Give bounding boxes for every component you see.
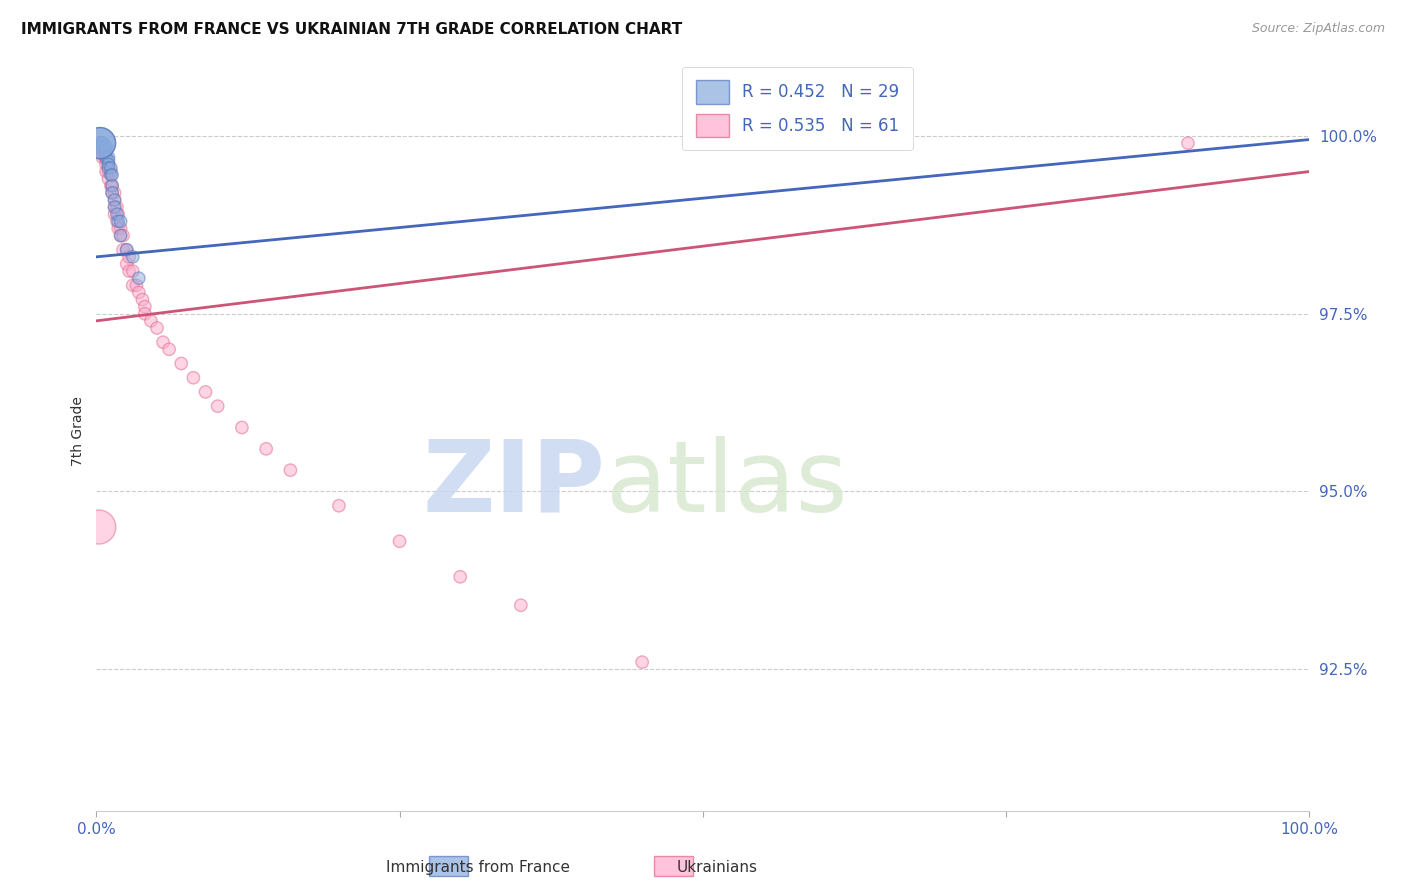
Point [87,136,110,150]
Point [107,221,129,235]
Point [100,168,122,182]
Point [94,164,117,178]
Text: Immigrants from France: Immigrants from France [387,860,569,874]
Point [101,178,124,193]
Point [105,207,128,221]
Point [110,228,132,243]
Point [89,136,111,150]
Point [105,214,128,228]
Point [110,228,132,243]
Point [97,153,120,168]
Point [89,136,111,150]
Point [103,200,125,214]
Text: Source: ZipAtlas.com: Source: ZipAtlas.com [1251,22,1385,36]
Point [103,193,125,207]
Point [101,186,124,200]
Point [91,136,114,150]
Point [94,150,117,164]
Point [91,136,114,150]
Point [97,171,120,186]
Point [101,168,124,182]
Point [103,207,125,221]
Point [110,221,132,235]
Point [280,463,302,477]
Point [94,157,117,171]
Point [91,143,114,157]
Point [110,214,132,228]
Text: ZIP: ZIP [423,436,606,533]
Point [97,157,120,171]
Point [115,257,138,271]
Point [194,384,217,399]
Point [134,307,156,321]
Point [131,293,153,307]
Point [107,214,129,228]
Point [183,370,205,384]
Point [89,136,111,150]
Point [91,143,114,157]
Point [631,655,654,669]
Legend: R = 0.452   N = 29, R = 0.535   N = 61: R = 0.452 N = 29, R = 0.535 N = 61 [682,67,912,151]
Y-axis label: 7th Grade: 7th Grade [72,396,86,466]
Point [97,150,120,164]
Point [103,186,125,200]
Point [103,193,125,207]
Text: Ukrainians: Ukrainians [676,860,758,874]
Point [91,150,114,164]
Point [157,343,180,357]
Point [94,143,117,157]
Text: IMMIGRANTS FROM FRANCE VS UKRAINIAN 7TH GRADE CORRELATION CHART: IMMIGRANTS FROM FRANCE VS UKRAINIAN 7TH … [21,22,682,37]
Point [128,285,150,300]
Point [97,157,120,171]
Point [94,150,117,164]
Point [101,178,124,193]
Point [121,278,143,293]
Point [139,314,162,328]
Point [101,186,124,200]
Point [328,499,350,513]
Point [94,150,117,164]
Point [388,534,411,549]
Point [107,207,129,221]
Point [105,200,128,214]
Point [100,178,122,193]
Point [121,264,143,278]
Point [112,243,135,257]
Point [91,136,114,150]
Point [87,520,110,534]
Point [449,570,471,584]
Point [254,442,277,456]
Point [97,164,120,178]
Point [231,420,253,434]
Point [91,143,114,157]
Point [509,599,531,613]
Point [87,136,110,150]
Point [146,321,169,335]
Point [125,278,148,293]
Point [91,139,114,153]
Point [94,139,117,153]
Point [207,399,229,413]
Point [100,161,122,175]
Point [121,250,143,264]
Point [1177,136,1199,150]
Point [115,243,138,257]
Point [118,250,141,264]
Point [152,335,174,350]
Point [91,136,114,150]
Point [134,300,156,314]
Point [100,164,122,178]
Point [94,143,117,157]
Point [97,161,120,175]
Point [115,243,138,257]
Point [87,136,110,150]
Point [103,200,125,214]
Point [112,228,135,243]
Point [91,136,114,150]
Text: atlas: atlas [606,436,848,533]
Point [128,271,150,285]
Point [118,264,141,278]
Point [170,357,193,371]
